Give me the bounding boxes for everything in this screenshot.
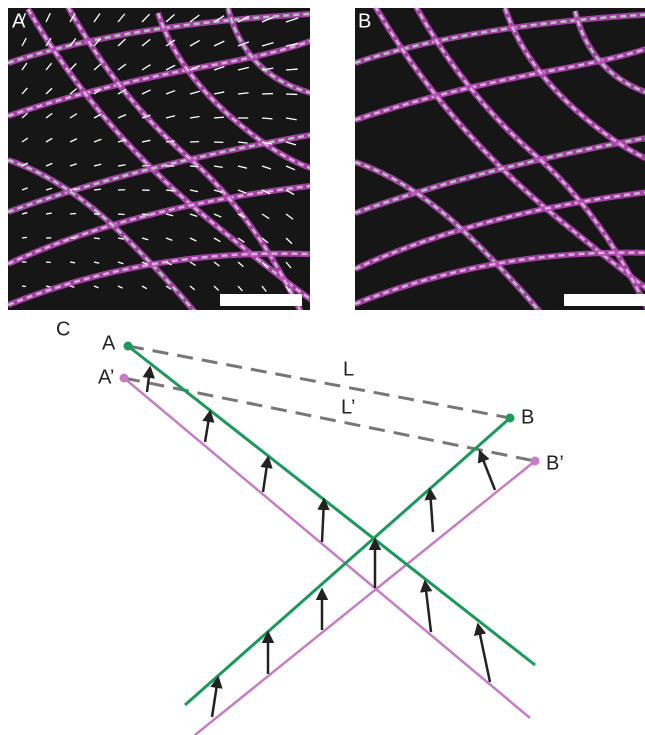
distance-line: [128, 346, 510, 418]
endpoint: [531, 457, 540, 466]
point-label: B’: [546, 452, 564, 474]
vector: [166, 190, 174, 191]
diagram: C A A’ B B’ L L’: [56, 318, 564, 735]
length-label: L’: [341, 396, 355, 418]
point-label: A’: [98, 366, 114, 388]
vector: [46, 286, 50, 287]
displacement-arrow: [263, 458, 268, 492]
displacement-arrow: [478, 625, 490, 682]
vector: [190, 166, 199, 167]
scale-bar: [564, 294, 645, 306]
filament: [128, 346, 535, 665]
vector: [94, 189, 101, 190]
displacement-arrow: [425, 582, 431, 632]
vector: [214, 117, 224, 118]
displacement-arrow: [480, 452, 495, 490]
panel-label: C: [56, 318, 70, 340]
vector: [142, 165, 150, 166]
displacement-arrow: [205, 412, 210, 442]
vector: [118, 214, 125, 215]
displacement-arrow: [212, 678, 218, 717]
scale-bar: [220, 294, 302, 306]
page: A B C A A’ B B’ L L’ (() => { const data…: [0, 0, 645, 735]
vector: [94, 238, 100, 239]
point-label: B: [521, 406, 534, 428]
vector: [262, 118, 272, 119]
vector: [22, 237, 27, 238]
endpoint: [124, 342, 133, 351]
endpoint: [120, 374, 129, 383]
figure: A B C A A’ B B’ L L’: [0, 0, 645, 735]
panel-label: A: [12, 10, 26, 32]
endpoint: [506, 414, 515, 423]
vector: [46, 213, 52, 214]
length-label: L: [343, 358, 354, 380]
filament-shifted: [124, 378, 530, 718]
point-label: A: [102, 332, 116, 354]
panel-label: B: [358, 10, 371, 32]
vector: [70, 262, 75, 263]
displacement-arrow: [147, 368, 150, 392]
filament-shifted: [195, 461, 535, 735]
displacement-arrow: [322, 500, 324, 542]
displacement-arrow: [430, 490, 433, 532]
